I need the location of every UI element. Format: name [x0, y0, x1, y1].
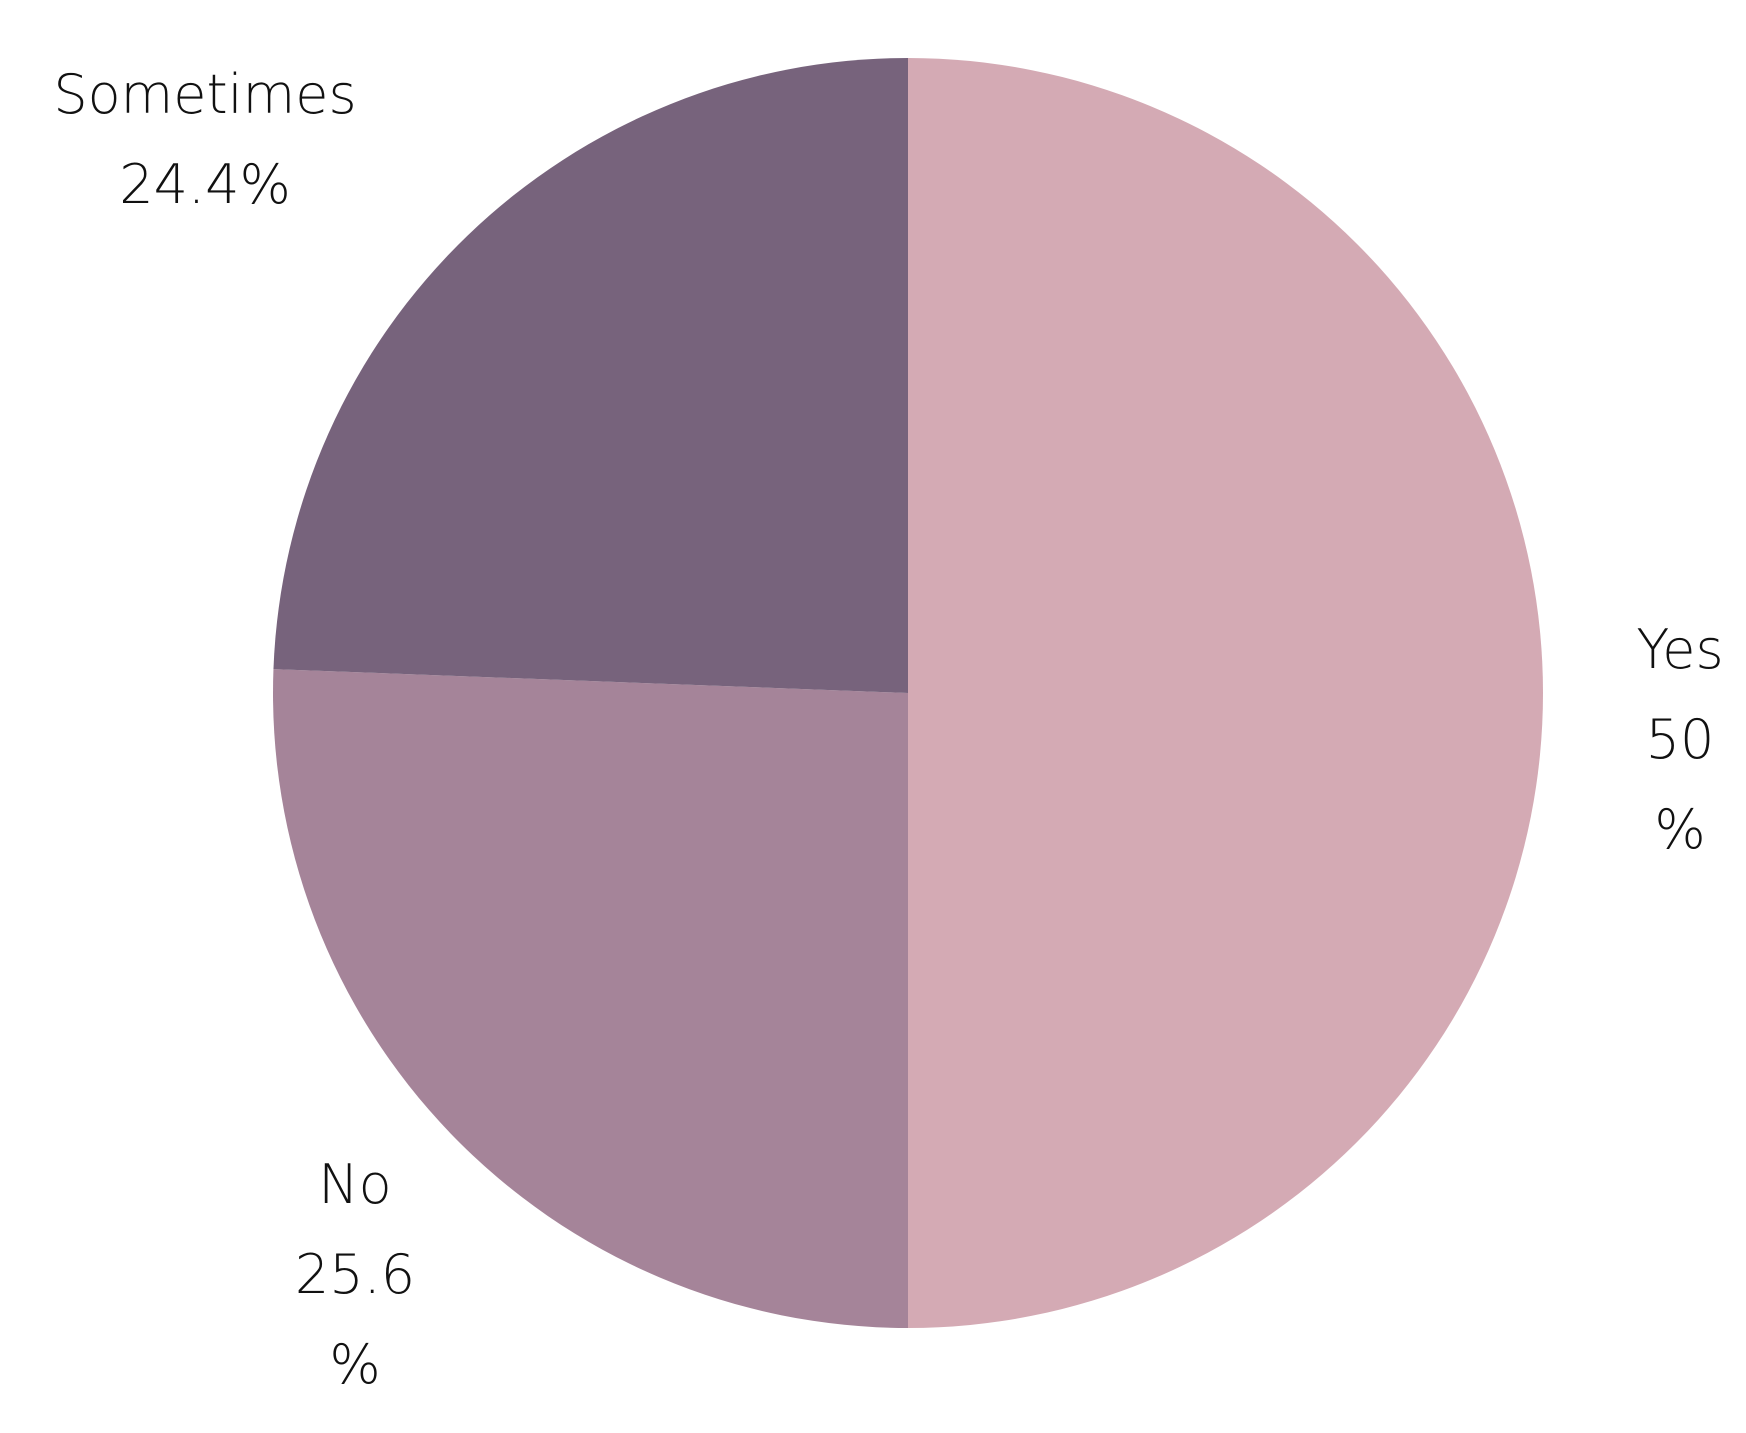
slice-name: No [318, 1153, 392, 1216]
pie-slice [273, 58, 908, 693]
slice-value-label: 50% [1645, 708, 1715, 861]
slice-value-label: 25.6% [294, 1243, 416, 1396]
pie-slice [908, 58, 1543, 1328]
pie-slice [273, 669, 908, 1328]
slice-name: Yes [1636, 618, 1724, 681]
slice-value-label: 24.4% [119, 153, 291, 216]
slice-name: Sometimes [53, 63, 357, 126]
